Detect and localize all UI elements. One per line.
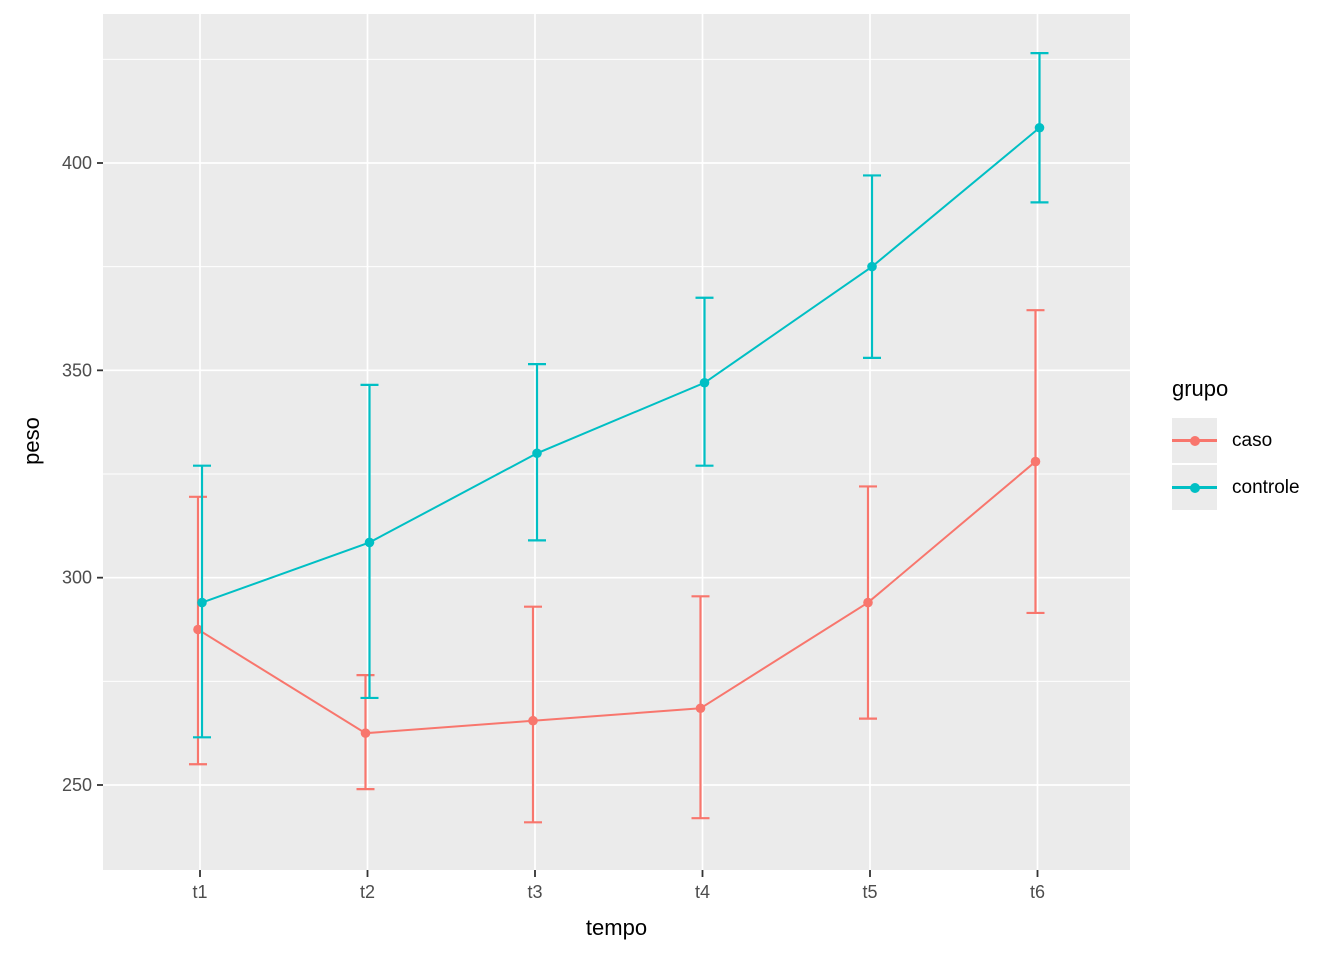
svg-text:t2: t2	[360, 882, 375, 902]
svg-text:250: 250	[62, 775, 92, 795]
pointrange-glyph-dot	[1189, 435, 1200, 446]
legend-item-controle: controle	[1172, 465, 1300, 510]
svg-text:t6: t6	[1030, 882, 1045, 902]
svg-text:350: 350	[62, 360, 92, 380]
legend-key-controle	[1172, 465, 1217, 510]
svg-text:400: 400	[62, 153, 92, 173]
legend-label-caso: caso	[1232, 429, 1273, 451]
svg-text:t3: t3	[527, 882, 542, 902]
x-axis-title: tempo	[585, 915, 648, 940]
legend-label-controle: controle	[1232, 476, 1300, 498]
legend-title: grupo	[1172, 376, 1229, 401]
svg-text:t1: t1	[192, 882, 207, 902]
legend-key-caso	[1172, 418, 1217, 463]
svg-text:300: 300	[62, 568, 92, 588]
legend-item-caso: caso	[1172, 418, 1300, 463]
svg-text:t4: t4	[695, 882, 710, 902]
pointrange-glyph-dot	[1189, 482, 1200, 493]
y-axis-title: peso	[18, 417, 44, 465]
legend: grupo caso controle	[1172, 376, 1300, 512]
svg-text:t5: t5	[862, 882, 877, 902]
